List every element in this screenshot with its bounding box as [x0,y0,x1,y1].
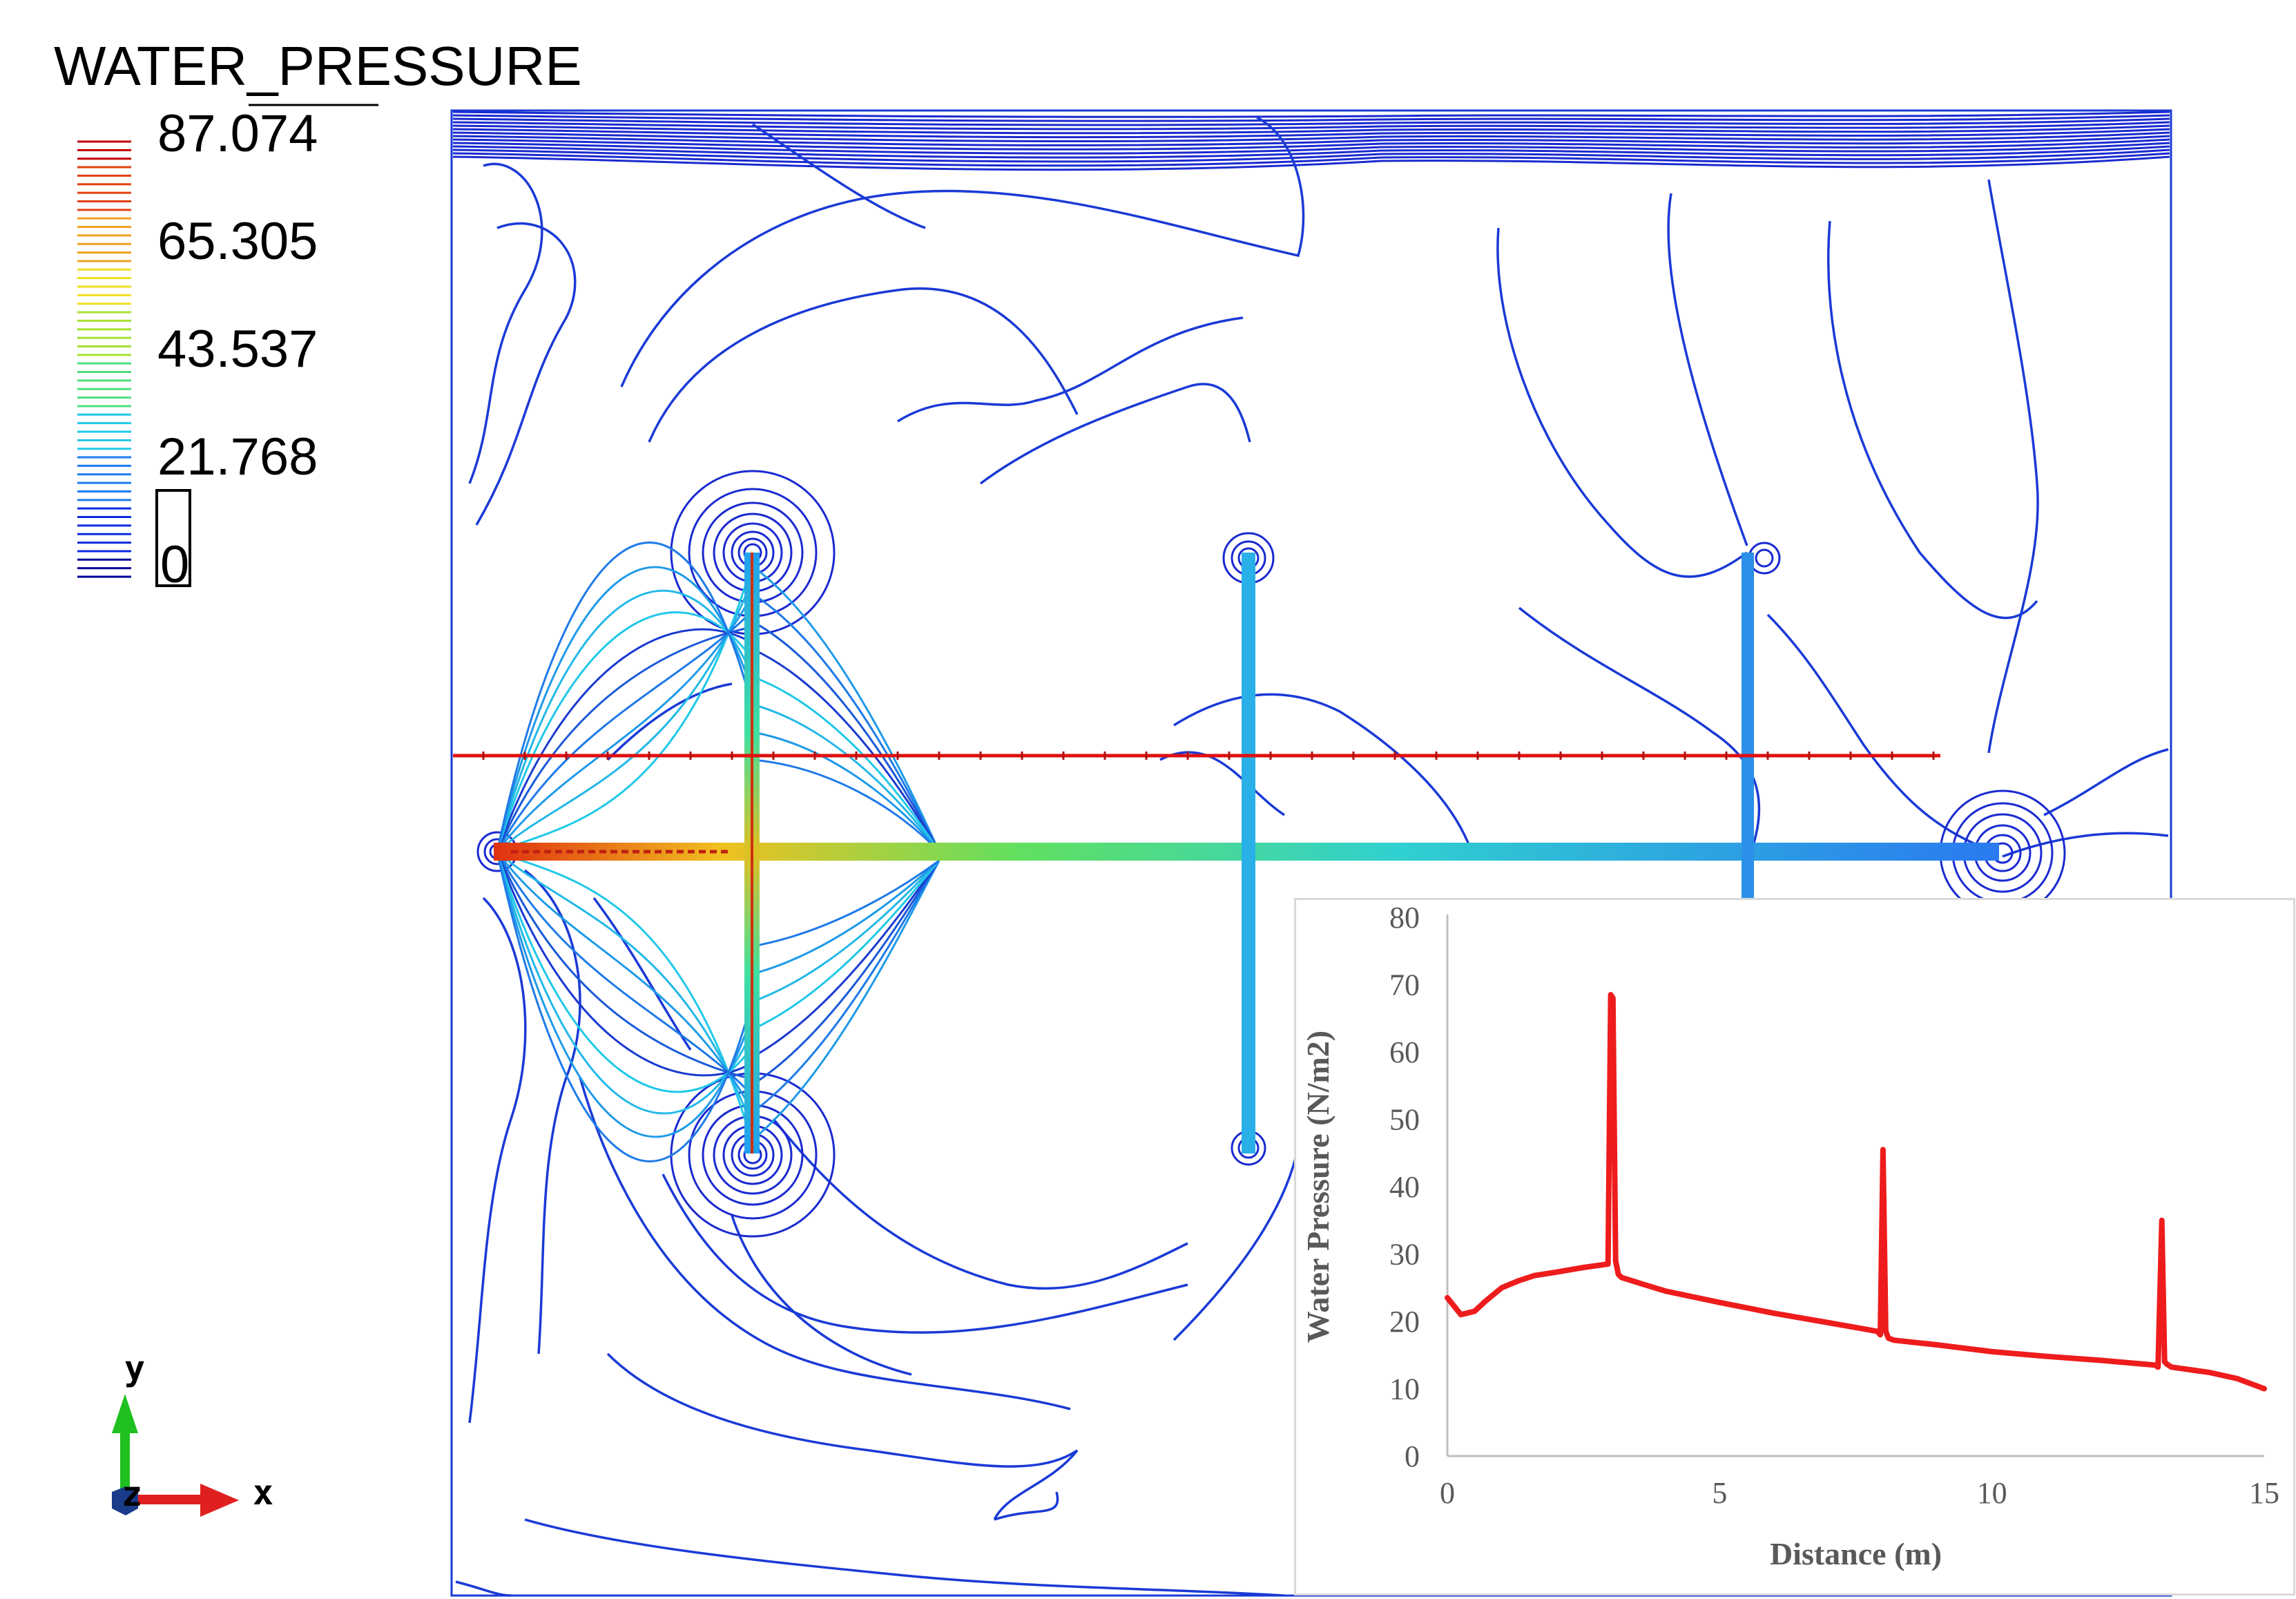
fan-contour [752,859,940,1003]
boundary-contour [452,124,2170,135]
fan-contour [752,860,940,1058]
top-boundary-contours [452,111,2170,171]
y-axis-label: y [124,1348,145,1388]
fan-contour [752,620,940,852]
fan-contour [496,851,753,1110]
fan-contour [496,851,753,1162]
boundary-contour [452,155,2170,171]
legend-tick-3: 43.537 [157,320,318,379]
fan-contour [496,566,753,852]
legend-color-bar [77,140,131,578]
fan-contour [496,850,753,1125]
fan-contour [752,676,940,852]
fan-contour [496,851,752,1080]
boundary-contour [452,114,2170,122]
boundary-contour [452,111,2170,118]
fan-contour [496,628,752,852]
x-tick-label: 15 [2249,1476,2279,1510]
z-axis-marker [112,1486,138,1515]
y-tick-label: 80 [1389,901,1420,935]
fan-contour [752,860,940,1141]
fan-contour [496,611,753,852]
y-tick-label: 30 [1389,1238,1420,1272]
x-axis-label: x [253,1473,273,1513]
fan-contour [752,758,940,853]
model-boundary [450,109,2172,1597]
y-tick-label: 60 [1389,1035,1420,1069]
fan-contour [496,851,753,1095]
pressure-contours [455,116,2169,1597]
boundary-contour [452,121,2170,131]
x-axis-arrow [200,1484,239,1517]
legend-tick-4: 21.768 [157,428,318,486]
fan-contour [496,850,753,1140]
fan-contour [752,703,940,852]
y-tick-label: 10 [1389,1372,1420,1406]
boundary-contour [452,138,2170,151]
fracture-network [494,553,1999,1153]
boundary-contour [452,117,2170,126]
inset-chart-frame [1294,898,2295,1596]
fan-contour [496,596,753,852]
fan-contour [496,626,752,852]
fan-contour [752,565,940,852]
x-tick-label: 0 [1440,1476,1455,1510]
fan-contour [752,859,940,948]
boundary-contour [452,149,2170,163]
fan-contour [752,859,940,975]
fan-contour [496,566,753,853]
fan-contour [496,851,752,1077]
fan-contour [496,542,753,852]
fan-contour [752,731,940,852]
boundary-contour [452,135,2170,146]
chart-series [1445,992,2267,1392]
boundary-contour [452,152,2170,167]
fan-contour [752,860,940,1086]
fan-contour [752,648,940,852]
legend-title: WATER_PRESSURE [54,35,582,97]
fan-contour [752,860,940,1113]
fan-contour [496,589,753,852]
legend-tick-min: 0 [160,535,190,594]
x-axis-title: Distance (m) [1770,1536,1942,1571]
y-axis-arrow [112,1394,138,1433]
y-tick-label: 20 [1389,1305,1420,1339]
axes-triad: y x z [112,1348,273,1517]
sampling-line [453,751,1940,760]
fan-contour [752,860,940,1031]
fan-contour [496,851,753,1115]
x-tick-label: 5 [1712,1476,1727,1510]
fan-contour [496,851,753,1138]
fan-contour [752,593,940,852]
y-axis-title: Water Pressure (N/m2) [1300,1031,1335,1343]
legend-tick-2: 65.305 [157,212,318,271]
chart-tick-labels: 0 10 20 30 40 50 60 70 80 0 5 10 15 [1389,901,2279,1510]
boundary-contour [452,142,2170,155]
y-tick-label: 40 [1389,1170,1420,1204]
series-line [1445,992,2267,1392]
fan-contour [496,581,753,853]
fan-contour [496,611,753,852]
contour-ring [1755,548,1774,568]
legend-min-box [155,489,191,587]
y-tick-label: 50 [1389,1103,1420,1137]
injection-fan-contours [496,542,940,1162]
pressure-profile-chart: 0 10 20 30 40 50 60 70 80 0 5 10 15 Distance (m) Wat… [1300,901,2279,1571]
boundary-contour [452,128,2170,139]
z-axis-label: z [122,1474,142,1514]
boundary-contour [452,145,2170,159]
fan-contour [496,851,753,1093]
legend-tick-max: 87.074 [157,104,318,163]
x-tick-label: 10 [1977,1476,2007,1510]
y-tick-label: 70 [1389,968,1420,1002]
boundary-contour [452,131,2170,143]
y-tick-label: 0 [1405,1439,1420,1473]
chart-axes [1446,915,2264,1457]
